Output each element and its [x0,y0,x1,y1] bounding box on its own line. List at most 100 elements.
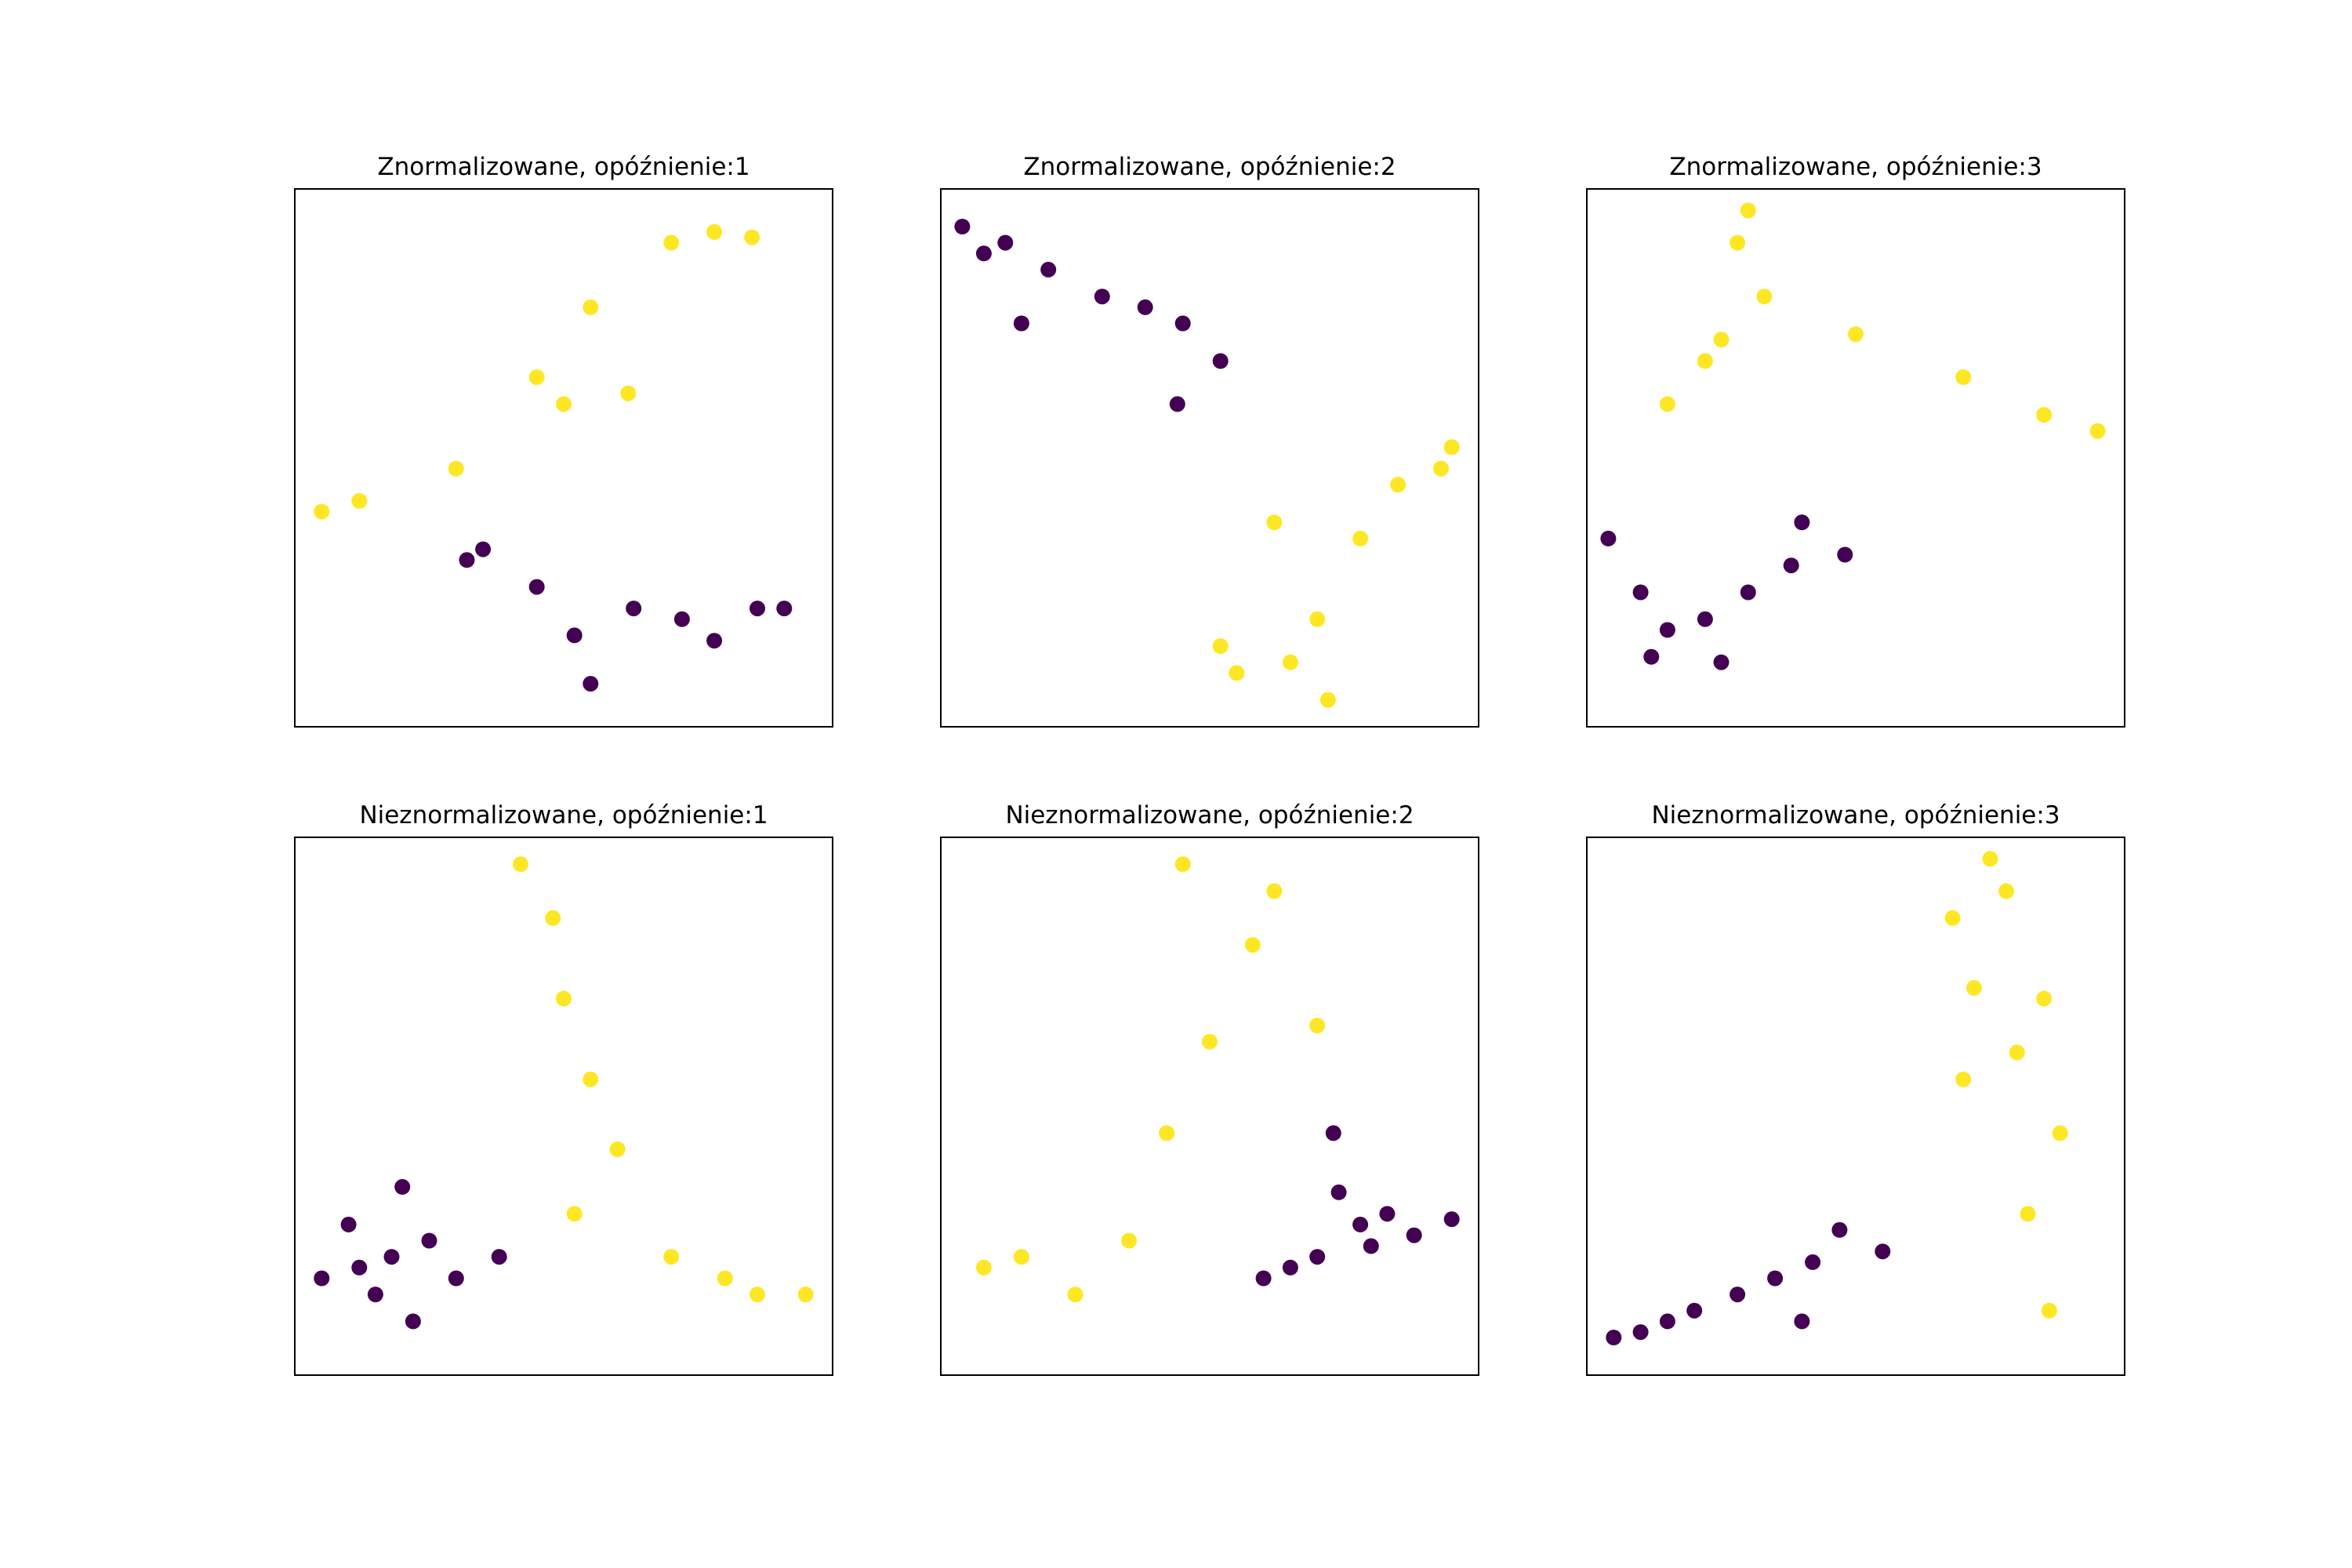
scatter-point-purple [491,1249,507,1265]
scatter-point-purple [1330,1184,1347,1200]
scatter-point-purple [1040,261,1057,278]
scatter-point-yellow [1174,856,1191,873]
scatter-point-purple [1783,557,1799,574]
chart-title: Nieznormalizowane, opóźnienie:1 [359,801,768,829]
scatter-point-purple [383,1249,400,1265]
scatter-point-yellow [1352,530,1369,546]
scatter-point-yellow [1229,665,1245,681]
scatter-point-purple [954,219,971,234]
scatter-points [1606,851,2068,1345]
scatter-point-purple [421,1232,437,1249]
scatter-point-purple [1643,648,1660,665]
scatter-points [1600,202,2106,670]
scatter-point-yellow [1309,1018,1326,1034]
scatter-point-yellow [1697,353,1713,369]
scatter-point-yellow [513,856,529,873]
scatter-point-purple [340,1216,357,1232]
scatter-point-yellow [566,1206,583,1222]
scatter-point-yellow [1266,883,1283,899]
scatter-point-purple [1740,584,1756,601]
scatter-point-purple [1713,654,1730,670]
scatter-point-purple [1174,315,1191,332]
scatter-point-yellow [1390,477,1406,493]
scatter-point-purple [448,1270,464,1287]
scatter-point-yellow [2042,1302,2057,1319]
scatter-point-purple [1352,1216,1369,1232]
plot-frame [940,837,1479,1376]
scatter-point-yellow [1848,326,1864,343]
scatter-point-purple [1794,514,1810,531]
scatter-point-purple [1406,1227,1422,1243]
scatter-point-purple [1686,1302,1703,1319]
scatter-point-yellow [1982,851,1998,867]
scatter-point-purple [1094,289,1110,305]
panel-unnormalized-lag-1: Nieznormalizowane, opóźnienie:1 [294,801,833,1376]
scatter-point-yellow [2036,990,2053,1007]
scatter-point-purple [314,1270,330,1287]
scatter-point-yellow [1282,654,1298,670]
scatter-point-yellow [583,1071,599,1087]
scatter-point-purple [1632,1324,1649,1341]
scatter-point-purple [1831,1221,1848,1238]
scatter-point-purple [1659,1313,1675,1330]
scatter-point-purple [1255,1270,1272,1287]
scatter-point-yellow [663,234,680,251]
scatter-point-purple [459,552,475,568]
scatter-point-purple [351,1259,368,1276]
scatter-point-purple [1325,1125,1341,1142]
scatter-point-purple [475,541,492,557]
scatter-point-yellow [2009,1044,2025,1061]
scatter-point-purple [673,611,690,627]
scatter-point-yellow [1266,514,1283,531]
scatter-point-purple [1794,1313,1810,1330]
scatter-point-yellow [1202,1033,1218,1050]
scatter-point-yellow [1955,369,1972,386]
scatter-point-purple [1606,1330,1622,1345]
scatter-point-yellow [1067,1287,1083,1303]
scatter-point-purple [1805,1254,1821,1270]
scatter-points [975,856,1460,1303]
scatter-point-yellow [2020,1206,2036,1222]
scatter-point-yellow [2036,407,2053,423]
scatter-point-yellow [583,299,599,315]
plot-frame [294,837,833,1376]
scatter-point-yellow [1740,202,1756,219]
chart-title: Znormalizowane, opóźnienie:1 [377,153,750,181]
chart-title: Nieznormalizowane, opóźnienie:3 [1651,801,2060,829]
plot-frame [1586,837,2125,1376]
plot-frame [940,188,1479,728]
scatter-point-purple [776,601,793,617]
scatter-point-purple [566,627,583,644]
scatter-point-yellow [1309,611,1326,627]
scatter-point-purple [1169,396,1185,412]
chart-title: Nieznormalizowane, opóźnienie:2 [1005,801,1414,829]
scatter-point-yellow [1433,460,1449,477]
chart-title: Znormalizowane, opóźnienie:2 [1023,153,1396,181]
scatter-point-purple [1632,584,1649,601]
scatter-point-purple [1697,611,1713,627]
scatter-point-purple [975,245,992,262]
scatter-point-yellow [1998,883,2015,899]
scatter-point-yellow [744,229,760,245]
scatter-point-purple [997,234,1014,251]
scatter-point-purple [1212,353,1229,369]
scatter-point-yellow [717,1270,733,1287]
scatter-point-purple [1767,1270,1784,1287]
scatter-point-purple [1730,1287,1746,1303]
scatter-point-yellow [528,369,545,386]
scatter-point-yellow [351,492,368,509]
scatter-point-yellow [1730,234,1746,251]
scatter-point-purple [1443,1211,1460,1228]
scatter-point-yellow [545,909,561,926]
scatter-point-yellow [1955,1071,1972,1087]
scatter-point-purple [528,579,545,595]
scatter-point-yellow [1319,691,1336,708]
scatter-points [314,223,793,692]
scatter-point-purple [1875,1243,1891,1260]
scatter-point-yellow [1013,1249,1029,1265]
panel-unnormalized-lag-2: Nieznormalizowane, opóźnienie:2 [940,801,1479,1376]
scatter-point-yellow [706,223,723,240]
panel-normalized-lag-1: Znormalizowane, opóźnienie:1 [294,153,833,728]
scatter-point-yellow [750,1287,765,1303]
scatter-point-purple [394,1178,411,1195]
